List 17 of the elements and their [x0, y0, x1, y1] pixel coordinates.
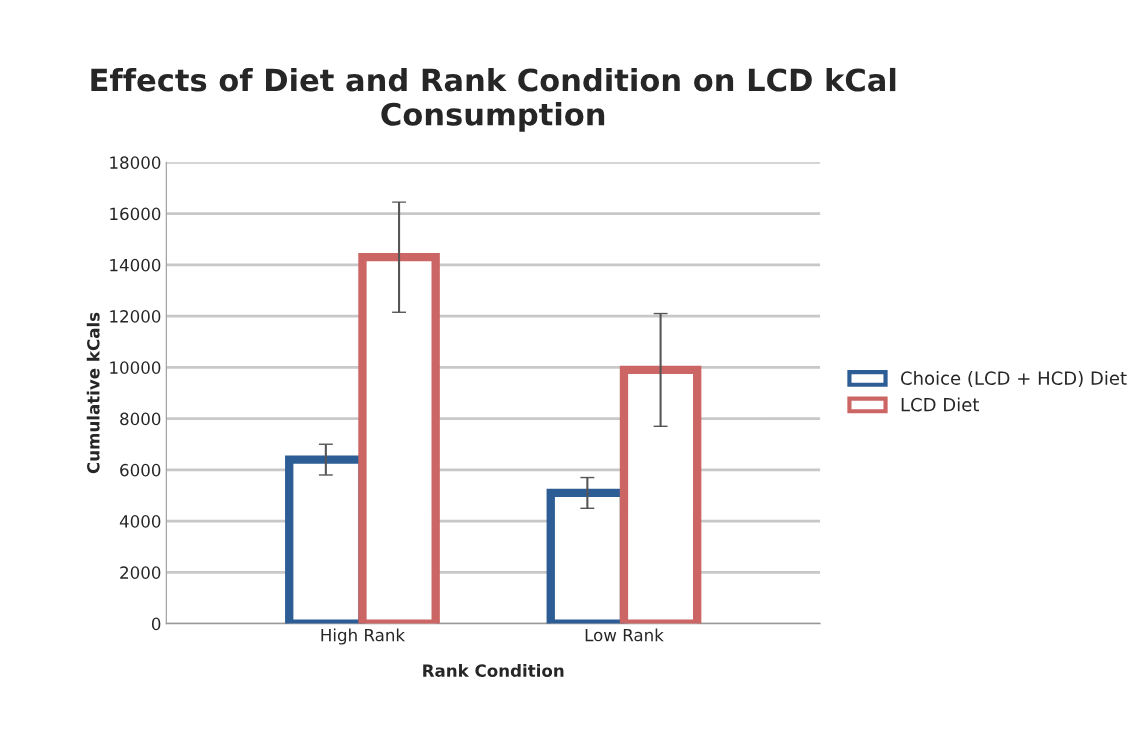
- chart-title: Effects of Diet and Rank Condition on LCD kCal Consumption: [91, 67, 896, 132]
- y-tick-label: 14000: [110, 258, 161, 272]
- y-tick-label: 6000: [120, 463, 161, 477]
- y-tick-label: 16000: [110, 207, 161, 221]
- y-tick-label: 0: [151, 617, 161, 631]
- x-tick-label: High Rank: [321, 628, 406, 645]
- y-tick-label: 18000: [110, 156, 161, 169]
- y-tick-label: 8000: [120, 412, 161, 426]
- y-tick-label: 12000: [110, 310, 161, 323]
- y-tick-label: 2000: [120, 566, 161, 579]
- legend-label: Choice (LCD + HCD) Diet: [901, 371, 1127, 388]
- x-tick-label: Low Rank: [585, 628, 664, 642]
- x-axis-title: Rank Condition: [423, 664, 564, 677]
- legend-label: LCD Diet: [901, 397, 979, 412]
- y-tick-label: 4000: [119, 515, 161, 528]
- y-axis-title: Cumulative kCals: [86, 312, 100, 474]
- y-tick-label: 10000: [110, 361, 161, 374]
